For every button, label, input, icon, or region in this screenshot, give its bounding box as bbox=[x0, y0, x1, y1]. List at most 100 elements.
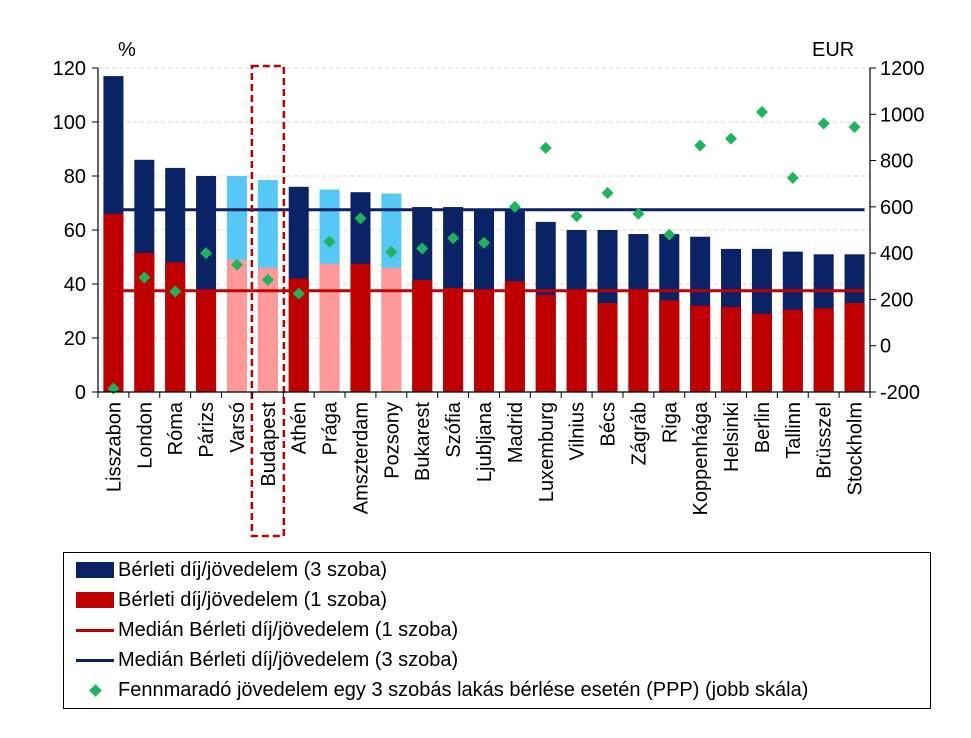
scatter-point-20 bbox=[725, 132, 738, 145]
bar-rent1-17 bbox=[628, 289, 649, 392]
left-axis-unit-label: % bbox=[118, 39, 136, 61]
category-label-10: Bukarest bbox=[412, 402, 434, 481]
category-label-18: Riga bbox=[659, 401, 681, 443]
axes: % EUR 0 20 40 60 80 100 120 -200 0 200 400 600 800 10… bbox=[53, 39, 925, 404]
category-label-6: Athén bbox=[289, 402, 311, 454]
category-label-2: Róma bbox=[165, 401, 187, 455]
legend-label-median3: Medián Bérleti díj/jövedelem (3 szoba) bbox=[118, 648, 459, 671]
bar-rent1-15 bbox=[566, 289, 587, 392]
category-label-17: Zágráb bbox=[628, 402, 650, 465]
category-labels: Lisszabon London Róma Párizs Varsó Budapest At… bbox=[103, 401, 866, 515]
bar-rent1-10 bbox=[412, 279, 433, 392]
scatter-point-23 bbox=[817, 117, 830, 130]
legend-swatch-rent3 bbox=[76, 562, 114, 578]
category-label-20: Helsinki bbox=[721, 402, 743, 472]
left-tick-label: 20 bbox=[64, 328, 86, 350]
bar-rent1-7 bbox=[319, 263, 340, 392]
bar-rent1-14 bbox=[535, 294, 556, 392]
legend-item-rent3: Bérleti díj/jövedelem (3 szoba) bbox=[76, 557, 387, 583]
category-label-4: Varsó bbox=[227, 402, 249, 453]
scatter-point-24 bbox=[848, 121, 861, 134]
bar-rent1-24 bbox=[844, 302, 865, 392]
legend-item-median1: Medián Bérleti díj/jövedelem (1 szoba) bbox=[76, 617, 458, 643]
bar-rent1-18 bbox=[659, 300, 680, 392]
scatter-point-5 bbox=[261, 273, 274, 286]
bar-rent1-20 bbox=[721, 306, 742, 392]
right-tick-label: 0 bbox=[880, 336, 891, 358]
category-label-13: Madrid bbox=[505, 402, 527, 463]
scatter-point-1 bbox=[138, 271, 151, 284]
legend-label-remaining-income: Fennmaradó jövedelem egy 3 szobás lakás … bbox=[118, 678, 809, 701]
scatter-point-7 bbox=[323, 235, 336, 248]
bar-rent1-11 bbox=[443, 288, 464, 392]
category-label-8: Amszterdam bbox=[350, 402, 372, 514]
category-label-9: Pozsony bbox=[381, 402, 403, 479]
legend-swatch-median3 bbox=[76, 658, 114, 662]
left-tick-label: 40 bbox=[64, 274, 86, 296]
bar-rent1-13 bbox=[504, 281, 525, 392]
category-label-11: Szófia bbox=[443, 401, 465, 457]
bar-rent1-0 bbox=[103, 213, 124, 392]
category-label-3: Párizs bbox=[196, 402, 218, 458]
category-label-7: Prága bbox=[320, 401, 342, 455]
bar-rent1-2 bbox=[165, 262, 186, 392]
legend-item-remaining-income: Fennmaradó jövedelem egy 3 szobás lakás … bbox=[76, 677, 808, 703]
rent-income-chart: % EUR 0 20 40 60 80 100 120 -200 0 200 400 600 800 10… bbox=[53, 39, 925, 538]
bar-rent1-19 bbox=[690, 305, 711, 392]
right-tick-label: 600 bbox=[880, 197, 913, 219]
right-tick-label: 1200 bbox=[880, 58, 925, 80]
category-label-19: Koppenhága bbox=[690, 401, 712, 515]
legend: Bérleti díj/jövedelem (3 szoba) Bérleti … bbox=[63, 552, 931, 709]
bar-rent1-9 bbox=[381, 267, 402, 392]
bar-rent1-4 bbox=[226, 259, 247, 392]
bar-rent1-21 bbox=[751, 313, 772, 392]
bar-rent1-22 bbox=[782, 309, 803, 392]
diamond-icon bbox=[88, 683, 102, 697]
scatter-point-18 bbox=[663, 228, 676, 241]
scatter-point-13 bbox=[508, 200, 521, 213]
category-label-0: Lisszabon bbox=[103, 402, 125, 492]
legend-item-rent1: Bérleti díj/jövedelem (1 szoba) bbox=[76, 587, 387, 613]
scatter-point-9 bbox=[385, 245, 398, 258]
scatter-point-11 bbox=[447, 232, 460, 245]
legend-swatch-remaining-income bbox=[76, 682, 114, 698]
scatter-point-16 bbox=[601, 186, 614, 199]
bars bbox=[103, 76, 865, 392]
category-label-16: Bécs bbox=[598, 402, 620, 446]
scatter-point-15 bbox=[570, 210, 583, 223]
highlight-box-budapest bbox=[250, 64, 286, 538]
median-lines bbox=[103, 64, 865, 538]
category-label-1: London bbox=[134, 402, 156, 469]
scatter-points bbox=[107, 105, 861, 395]
category-label-15: Vilnius bbox=[567, 402, 589, 461]
bar-rent1-6 bbox=[288, 278, 309, 392]
bar-rent1-1 bbox=[134, 252, 155, 392]
scatter-point-22 bbox=[786, 171, 799, 184]
scatter-point-3 bbox=[200, 247, 213, 260]
left-tick-label: 120 bbox=[53, 58, 86, 80]
category-label-14: Luxemburg bbox=[536, 402, 558, 502]
legend-swatch-rent1 bbox=[76, 592, 114, 608]
scatter-point-4 bbox=[230, 258, 243, 271]
bar-rent1-23 bbox=[813, 308, 834, 392]
scatter-point-10 bbox=[416, 242, 429, 255]
legend-label-rent3: Bérleti díj/jövedelem (3 szoba) bbox=[118, 558, 388, 581]
category-label-21: Berlin bbox=[752, 402, 774, 453]
right-tick-label: 800 bbox=[880, 151, 913, 173]
bar-rent1-5 bbox=[257, 267, 278, 392]
right-tick-label: -200 bbox=[880, 382, 920, 404]
category-label-24: Stockholm bbox=[845, 402, 867, 495]
scatter-point-8 bbox=[354, 212, 367, 225]
legend-label-median1: Medián Bérleti díj/jövedelem (1 szoba) bbox=[118, 618, 459, 641]
right-tick-label: 400 bbox=[880, 243, 913, 265]
scatter-point-6 bbox=[292, 287, 305, 300]
legend-item-median3: Medián Bérleti díj/jövedelem (3 szoba) bbox=[76, 647, 458, 673]
bar-rent1-16 bbox=[597, 302, 618, 392]
left-tick-label: 80 bbox=[64, 166, 86, 188]
scatter-point-17 bbox=[632, 207, 645, 220]
scatter-point-14 bbox=[539, 141, 552, 154]
scatter-point-12 bbox=[478, 236, 490, 249]
left-tick-label: 60 bbox=[64, 220, 86, 242]
right-axis-unit-label: EUR bbox=[812, 39, 854, 61]
left-tick-label: 0 bbox=[75, 382, 86, 404]
